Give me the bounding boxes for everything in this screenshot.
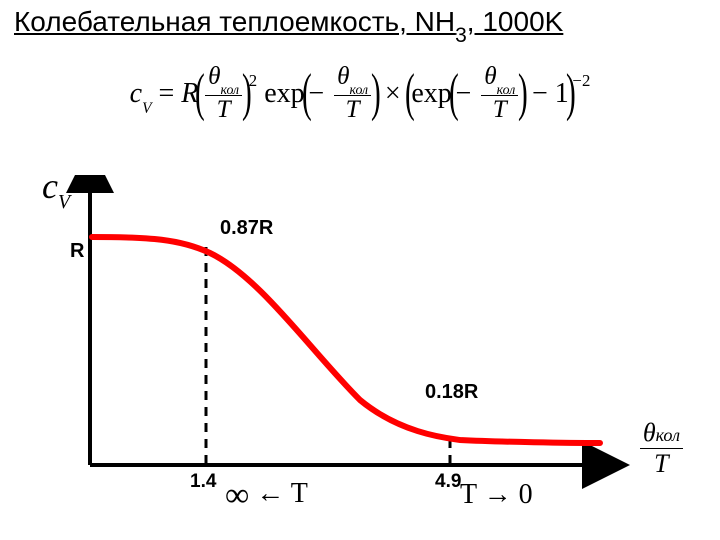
frac-1: θколT: [205, 64, 242, 123]
x-tick-label: 1.4: [190, 471, 216, 493]
bracket-close-4: ): [518, 62, 528, 123]
x-theta: θ: [643, 418, 656, 447]
x-note-right: T → 0: [460, 479, 533, 511]
f-th-sub-2: кол: [350, 82, 369, 97]
y-axis-label: cV: [42, 165, 70, 212]
f-times: ×: [385, 78, 401, 109]
f-cv-sub: V: [142, 100, 151, 117]
f-T-1: T: [205, 97, 242, 123]
f-T-3: T: [481, 97, 518, 123]
f-minus1: − 1: [525, 78, 569, 109]
page-title: Колебательная теплоемкость, NH3, 1000K: [14, 6, 563, 44]
f-eq: =: [158, 78, 181, 109]
curve-annotation: 0.18R: [425, 381, 478, 404]
f-exp-1: exp: [264, 78, 304, 109]
page-root: Колебательная теплоемкость, NH3, 1000K c…: [0, 0, 720, 540]
r-label: R: [70, 240, 84, 263]
bracket-open-4: (: [449, 62, 459, 123]
bracket-open-1: (: [195, 62, 205, 123]
f-theta-1: θ: [208, 63, 220, 90]
title-sub: 3: [455, 24, 467, 47]
y-sub: V: [58, 191, 70, 213]
f-cv: c: [130, 78, 142, 109]
x-note-left: ∞ ← T: [225, 473, 308, 511]
f-theta-2: θ: [337, 63, 349, 90]
chart-svg: [30, 175, 680, 525]
x-tick-label: 4.9: [435, 471, 461, 493]
f-th-sub-3: кол: [497, 82, 516, 97]
x-T: T: [640, 450, 683, 477]
x-theta-sub: кол: [656, 425, 680, 445]
chart-container: cV θкол T R 0.87R0.18R 1.44.9 ∞ ← T T → …: [30, 175, 680, 525]
f-T-2: T: [334, 97, 371, 123]
f-pow2: 2: [249, 71, 257, 90]
frac-2: θколT: [334, 64, 371, 123]
bracket-open-2: (: [302, 62, 312, 123]
frac-3: θколT: [481, 64, 518, 123]
curve-annotation: 0.87R: [220, 217, 273, 240]
bracket-open-3: (: [405, 62, 415, 123]
f-exp-2: exp: [411, 78, 451, 109]
x-frac: θкол T: [640, 419, 683, 477]
title-prefix: Колебательная теплоемкость, NH: [14, 6, 455, 37]
title-suffix: , 1000K: [467, 6, 564, 37]
f-pow-neg2: −2: [573, 71, 591, 90]
f-th-sub-1: кол: [220, 82, 239, 97]
bracket-close-2: ): [371, 62, 381, 123]
formula: cV = R(θколT)2 exp(− θколT) × (exp(− θко…: [0, 54, 720, 125]
x-axis-label: θкол T: [637, 421, 686, 479]
f-theta-3: θ: [484, 63, 496, 90]
y-var: c: [42, 166, 58, 206]
